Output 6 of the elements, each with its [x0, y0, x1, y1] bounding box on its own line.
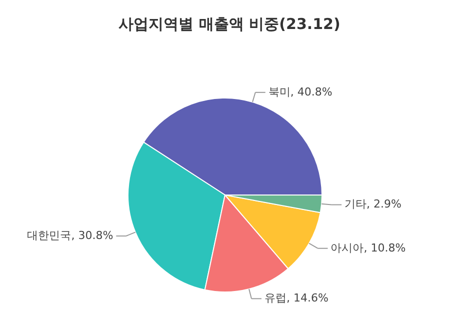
slice-label: 아시아, 10.8% [330, 241, 406, 254]
chart-title: 사업지역별 매출액 비중(23.12) [118, 15, 340, 33]
slice-label: 기타, 2.9% [344, 198, 402, 211]
slice-label: 대한민국, 30.8% [27, 228, 114, 242]
slice-label: 북미, 40.8% [268, 85, 332, 98]
slice-label: 유럽, 14.6% [264, 292, 328, 305]
